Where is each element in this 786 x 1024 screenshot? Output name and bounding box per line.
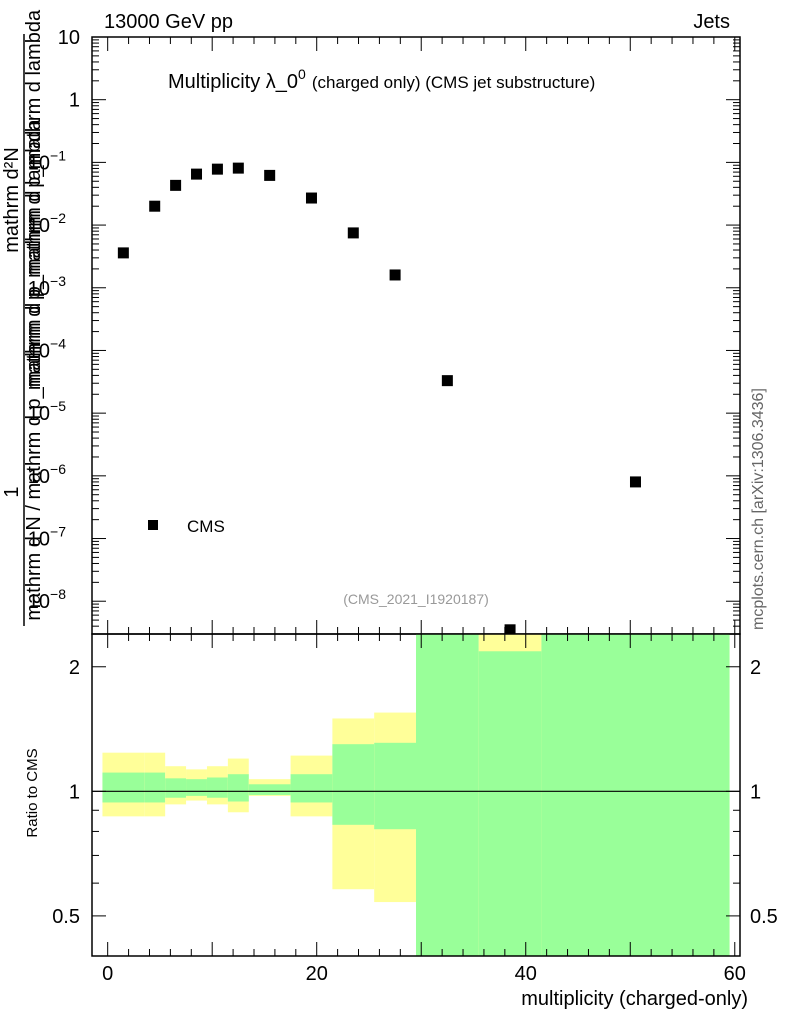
ratio-band-inner — [541, 634, 730, 956]
header-right-label: Jets — [693, 11, 730, 33]
ratio-band-inner — [227, 774, 249, 802]
ratio-plot-frame — [91, 633, 741, 957]
tick-base: 1 — [69, 90, 80, 112]
tick-exponent: −8 — [50, 586, 66, 602]
y-label-left-num: 1 — [1, 486, 23, 497]
ratio-band-inner — [102, 772, 145, 803]
top-y-tick-label: 10 — [58, 27, 80, 49]
analysis-annotation: (CMS_2021_I1920187) — [343, 591, 489, 607]
data-point — [305, 192, 317, 204]
ratio-band-inner — [144, 772, 166, 803]
y-label-num: mathrm d²N — [1, 147, 23, 253]
top-y-tick-label: 10−3 — [28, 273, 66, 300]
ratio-bands — [102, 634, 730, 956]
chart-title-small: (charged only) (CMS jet substructure) — [312, 73, 595, 92]
ratio-band-inner — [478, 651, 542, 956]
top-y-tick-label: 10−1 — [28, 147, 66, 174]
tick-exponent: −4 — [50, 335, 66, 351]
ratio-band-inner — [186, 779, 207, 796]
ratio-y-tick-label-right: 1 — [750, 781, 761, 803]
data-point — [629, 476, 641, 488]
header-left-label: 13000 GeV pp — [104, 11, 233, 33]
x-tick-label: 40 — [515, 963, 537, 985]
data-point — [211, 163, 223, 175]
top-y-tick-label: 10−8 — [28, 586, 66, 613]
tick-base: 10 — [28, 403, 50, 425]
ratio-plot: 0.5 0.5 1 1 2 2 0 20 40 60 Ratio to CMS multipli… — [24, 633, 778, 1010]
tick-base: 10 — [28, 591, 50, 613]
data-point — [504, 624, 516, 636]
ratio-band-inner — [206, 777, 228, 798]
ratio-y-tick-label-left: 2 — [69, 657, 80, 679]
ratio-band-inner — [248, 784, 291, 795]
ratio-y-tick-label-right: 2 — [750, 657, 761, 679]
data-point — [149, 200, 161, 212]
data-point — [389, 269, 401, 281]
ratio-y-tick-label-left: 0.5 — [52, 906, 80, 928]
tick-exponent: −6 — [50, 461, 66, 477]
data-point — [264, 169, 276, 181]
top-y-tick-label: 10−4 — [28, 335, 66, 362]
tick-exponent: −2 — [50, 210, 66, 226]
tick-base: 10 — [28, 278, 50, 300]
ratio-band-inner — [332, 744, 375, 825]
data-point — [191, 168, 203, 180]
side-label: mcplots.cern.ch [arXiv:1306.3436] — [750, 388, 767, 630]
chart-title-main: Multiplicity λ_0 — [168, 71, 298, 93]
tick-exponent: −1 — [50, 147, 66, 163]
legend-marker — [148, 520, 158, 530]
tick-base: 10 — [28, 466, 50, 488]
ratio-band-inner — [374, 742, 416, 830]
ratio-band-inner — [416, 634, 479, 956]
top-y-tick-label: 10−7 — [28, 524, 66, 551]
tick-base: 10 — [28, 340, 50, 362]
data-point — [170, 179, 182, 191]
ratio-y-axis-label: Ratio to CMS — [24, 748, 41, 837]
data-point — [232, 162, 244, 174]
y-label-left-den: mathrm d N / mathrm d p_mathrm d p_mathr… — [23, 118, 45, 620]
top-y-tick-label: 1 — [69, 90, 80, 112]
top-plot-frame — [91, 36, 741, 635]
chart-title: Multiplicity λ_00 (charged only) (CMS jet… — [168, 66, 595, 93]
tick-base: 10 — [58, 27, 80, 49]
tick-base: 10 — [28, 152, 50, 174]
tick-exponent: −3 — [50, 273, 66, 289]
ratio-band-inner — [290, 774, 333, 803]
data-point — [441, 375, 453, 387]
tick-exponent: −7 — [50, 524, 66, 540]
tick-base: 10 — [28, 529, 50, 551]
ratio-y-tick-label-right: 0.5 — [750, 906, 778, 928]
ratio-axis-ticks — [92, 634, 740, 956]
ratio-band-inner — [165, 778, 187, 798]
legend-label: CMS — [187, 517, 225, 536]
top-axis-ticks — [92, 36, 740, 635]
top-y-axis-label: 1 mathrm d N / mathrm d p_mathrm d p_mat… — [1, 9, 45, 626]
ratio-y-tick-label-left: 1 — [69, 781, 80, 803]
x-axis-label: multiplicity (charged-only) — [521, 988, 748, 1010]
top-y-tick-label: 10−6 — [28, 461, 66, 488]
x-tick-label: 0 — [102, 963, 113, 985]
x-tick-label: 20 — [306, 963, 328, 985]
x-tick-label: 60 — [724, 963, 746, 985]
top-y-tick-label: 10−2 — [28, 210, 66, 237]
data-points — [117, 162, 641, 636]
data-point — [117, 247, 129, 259]
data-point — [347, 227, 359, 239]
tick-base: 10 — [28, 215, 50, 237]
tick-exponent: −5 — [50, 398, 66, 414]
y-label-den: mathrm d p_mathrm d p_mathrm d lambda — [23, 9, 45, 390]
ratio-y-tick-labels: 0.5 0.5 1 1 2 2 — [52, 657, 778, 928]
chart-title-sup: 0 — [298, 66, 306, 82]
ratio-x-tick-labels: 0 20 40 60 — [102, 963, 746, 985]
top-y-tick-label: 10−5 — [28, 398, 66, 425]
